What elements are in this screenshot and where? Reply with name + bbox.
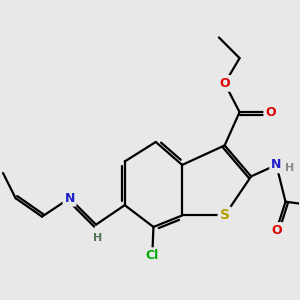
Text: H: H	[285, 163, 294, 173]
Text: O: O	[271, 224, 282, 237]
Text: O: O	[265, 106, 276, 118]
Text: H: H	[93, 233, 102, 243]
Text: N: N	[64, 192, 75, 205]
Text: O: O	[219, 77, 230, 90]
Text: S: S	[220, 208, 230, 223]
Text: Cl: Cl	[146, 249, 159, 262]
Text: N: N	[271, 158, 281, 171]
